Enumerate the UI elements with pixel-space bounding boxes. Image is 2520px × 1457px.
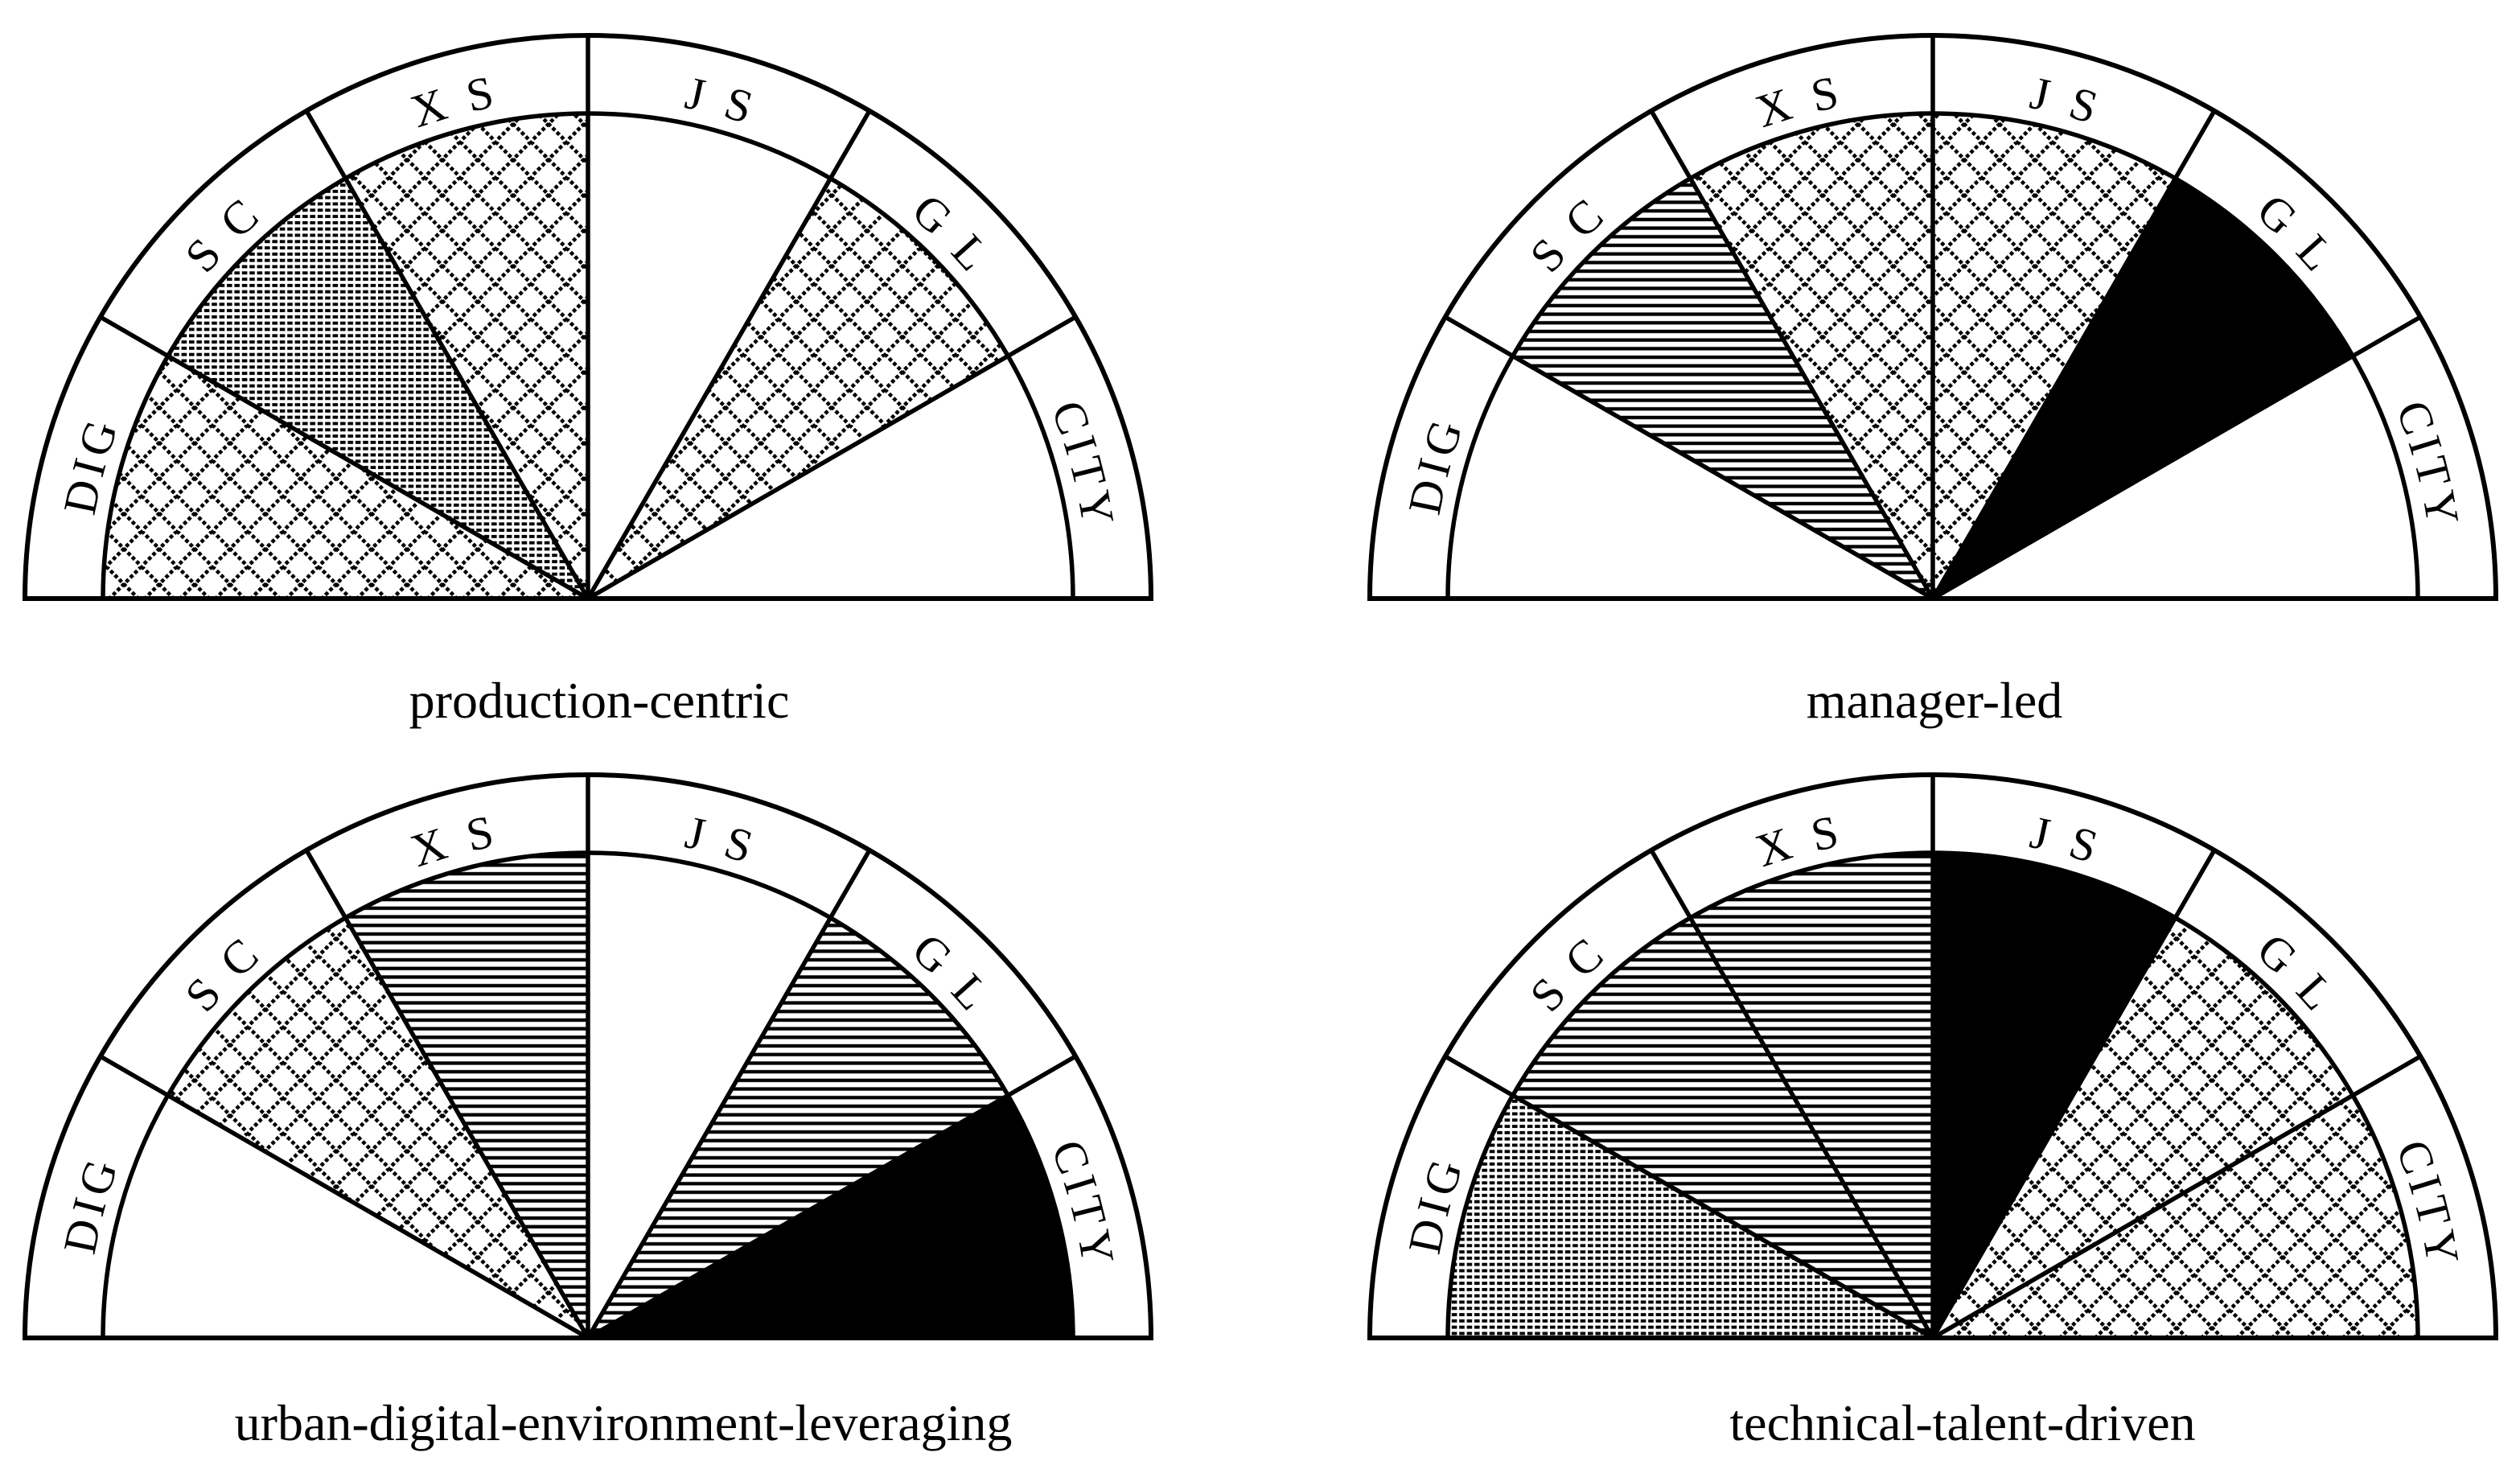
sector-wedge-city — [588, 1095, 1073, 1338]
sector-wedge-sc — [167, 917, 588, 1338]
ring-divider-30 — [2351, 315, 2422, 358]
sector-wedge-sc — [1512, 178, 1933, 599]
ring-divider-150 — [99, 315, 170, 358]
sector-divider-60 — [1930, 916, 2177, 1340]
sector-divider-120 — [343, 916, 590, 1340]
sector-divider-120 — [343, 177, 590, 600]
sector-wedge-js — [1933, 853, 2176, 1338]
sector-wedge-xs — [345, 113, 588, 599]
ring-divider-60 — [2173, 849, 2217, 920]
ring-divider-30 — [1006, 315, 1077, 358]
sector-divider-30 — [1931, 354, 2354, 601]
sector-wedge-xs — [1690, 113, 1933, 599]
sector-wedge-xs — [1690, 853, 1933, 1338]
sector-wedge-sc — [167, 178, 588, 599]
sector-divider-30 — [586, 1093, 1009, 1340]
ring-divider-150 — [1444, 315, 1515, 358]
sector-wedge-dig — [103, 356, 588, 599]
sector-wedge-dig — [1448, 1095, 1933, 1338]
sector-divider-150 — [1511, 1093, 1934, 1340]
chart-caption: urban-digital-environment-leveraging — [235, 1394, 1013, 1451]
sector-divider-30 — [586, 354, 1009, 601]
sector-wedge-gl — [1933, 917, 2354, 1338]
sector-divider-150 — [166, 1093, 590, 1340]
sector-wedge-city — [1933, 1095, 2418, 1338]
sector-divider-60 — [586, 177, 832, 600]
sector-divider-150 — [1511, 354, 1934, 601]
sector-wedge-xs — [345, 853, 588, 1338]
sector-wedge-gl — [588, 178, 1009, 599]
sector-divider-150 — [166, 354, 590, 601]
ring-divider-150 — [1444, 1054, 1515, 1097]
sector-wedge-sc — [1512, 917, 1933, 1338]
ring-divider-30 — [2351, 1054, 2422, 1097]
chart-caption: production-centric — [409, 672, 790, 729]
ring-divider-120 — [1649, 109, 1692, 180]
sector-divider-120 — [1688, 177, 1935, 600]
sector-divider-60 — [586, 916, 832, 1340]
chart-caption: manager-led — [1807, 672, 2063, 729]
ring-divider-150 — [99, 1054, 170, 1097]
ring-divider-60 — [828, 109, 872, 180]
sector-divider-30 — [1931, 1093, 2354, 1340]
sector-divider-60 — [1930, 177, 2177, 600]
ring-divider-120 — [1649, 849, 1692, 920]
sector-wedge-js — [1933, 113, 2176, 599]
ring-divider-60 — [828, 849, 872, 920]
sector-wedge-gl — [1933, 178, 2354, 599]
ring-divider-120 — [304, 849, 347, 920]
ring-divider-60 — [2173, 109, 2217, 180]
sector-divider-120 — [1688, 916, 1935, 1340]
chart-caption: technical-talent-driven — [1729, 1394, 2195, 1451]
sector-wedge-gl — [588, 917, 1009, 1338]
ring-divider-120 — [304, 109, 347, 180]
ring-divider-30 — [1006, 1054, 1077, 1097]
